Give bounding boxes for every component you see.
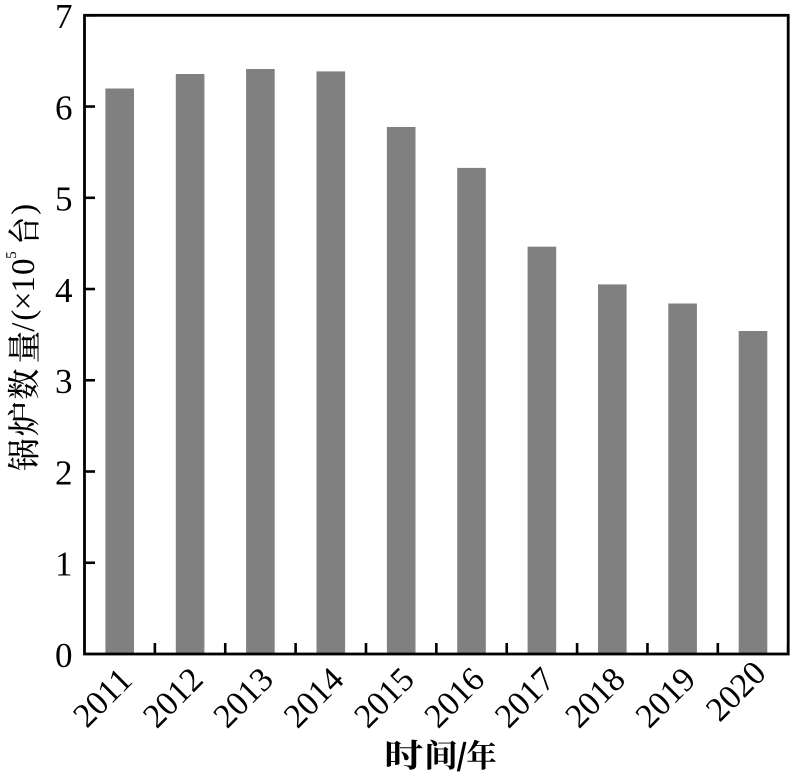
svg-text:2018: 2018 xyxy=(558,661,632,735)
svg-text:2020: 2020 xyxy=(699,654,773,728)
svg-text:0: 0 xyxy=(55,636,73,675)
svg-text:5: 5 xyxy=(55,180,73,219)
svg-text:2012: 2012 xyxy=(136,661,210,735)
svg-text:2019: 2019 xyxy=(629,661,703,735)
svg-text:1: 1 xyxy=(55,545,73,584)
svg-text:6: 6 xyxy=(55,88,73,127)
svg-text:2014: 2014 xyxy=(277,661,351,735)
svg-text:2017: 2017 xyxy=(488,661,562,735)
svg-text:2013: 2013 xyxy=(207,661,281,735)
svg-text:2016: 2016 xyxy=(418,661,492,735)
svg-text:2015: 2015 xyxy=(347,661,421,735)
svg-text:7: 7 xyxy=(55,0,73,36)
svg-text:2011: 2011 xyxy=(66,661,139,734)
svg-text:3: 3 xyxy=(55,362,73,401)
svg-text:4: 4 xyxy=(55,271,73,310)
svg-text:2: 2 xyxy=(55,453,73,492)
